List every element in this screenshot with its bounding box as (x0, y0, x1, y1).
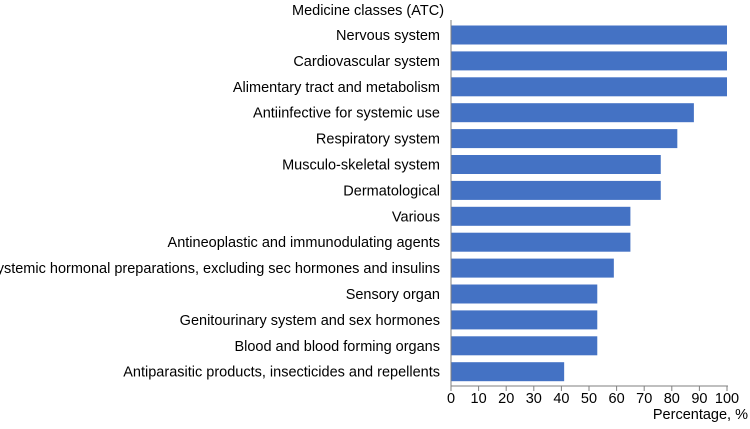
bar (451, 25, 727, 45)
bars (451, 25, 727, 382)
category-label: Musculo-skeletal system (282, 158, 440, 174)
bar (451, 284, 598, 304)
category-label: Various (392, 209, 440, 225)
x-tick-label: 100 (715, 391, 739, 407)
category-label: Cardiovascular system (293, 54, 440, 70)
bar (451, 232, 631, 252)
x-axis-title: Percentage, % (652, 407, 748, 423)
y-axis-title: Medicine classes (ATC) (292, 3, 445, 19)
category-label: Antineoplastic and immunodulating agents (168, 235, 440, 251)
bar (451, 77, 727, 97)
x-tick-label: 40 (553, 391, 569, 407)
x-tick-label: 80 (664, 391, 680, 407)
x-tick-label: 0 (447, 391, 455, 407)
x-tick-label: 20 (498, 391, 514, 407)
x-tick-label: 60 (609, 391, 625, 407)
bar (451, 362, 565, 382)
bar (451, 310, 598, 330)
bar (451, 206, 631, 226)
x-tick-label: 90 (691, 391, 707, 407)
category-label: Sensory organ (346, 287, 440, 303)
category-labels: Nervous system Cardiovascular system Alime… (0, 28, 440, 381)
category-label: Blood and blood forming organs (234, 339, 440, 355)
category-label: Antiparasitic products, insecticides and… (123, 365, 440, 381)
bar (451, 258, 614, 278)
x-tick-label: 70 (636, 391, 652, 407)
category-label: Genitourinary system and sex hormones (180, 313, 440, 329)
category-label: Systemic hormonal preparations, excludin… (0, 261, 440, 277)
bar (451, 180, 661, 200)
x-tick-label: 50 (581, 391, 597, 407)
x-tick-label: 10 (471, 391, 487, 407)
bar (451, 336, 598, 356)
x-axis-ticks: 0 10 20 30 40 50 60 70 80 90 100 (447, 386, 739, 407)
category-label: Respiratory system (316, 132, 440, 148)
category-label: Dermatological (343, 183, 440, 199)
category-label: Nervous system (336, 28, 440, 44)
category-label: Alimentary tract and metabolism (233, 80, 440, 96)
x-tick-label: 30 (526, 391, 542, 407)
bar (451, 103, 694, 123)
bar (451, 51, 727, 71)
category-label: Antiinfective for systemic use (253, 106, 440, 122)
bar (451, 129, 678, 149)
bar (451, 155, 661, 174)
